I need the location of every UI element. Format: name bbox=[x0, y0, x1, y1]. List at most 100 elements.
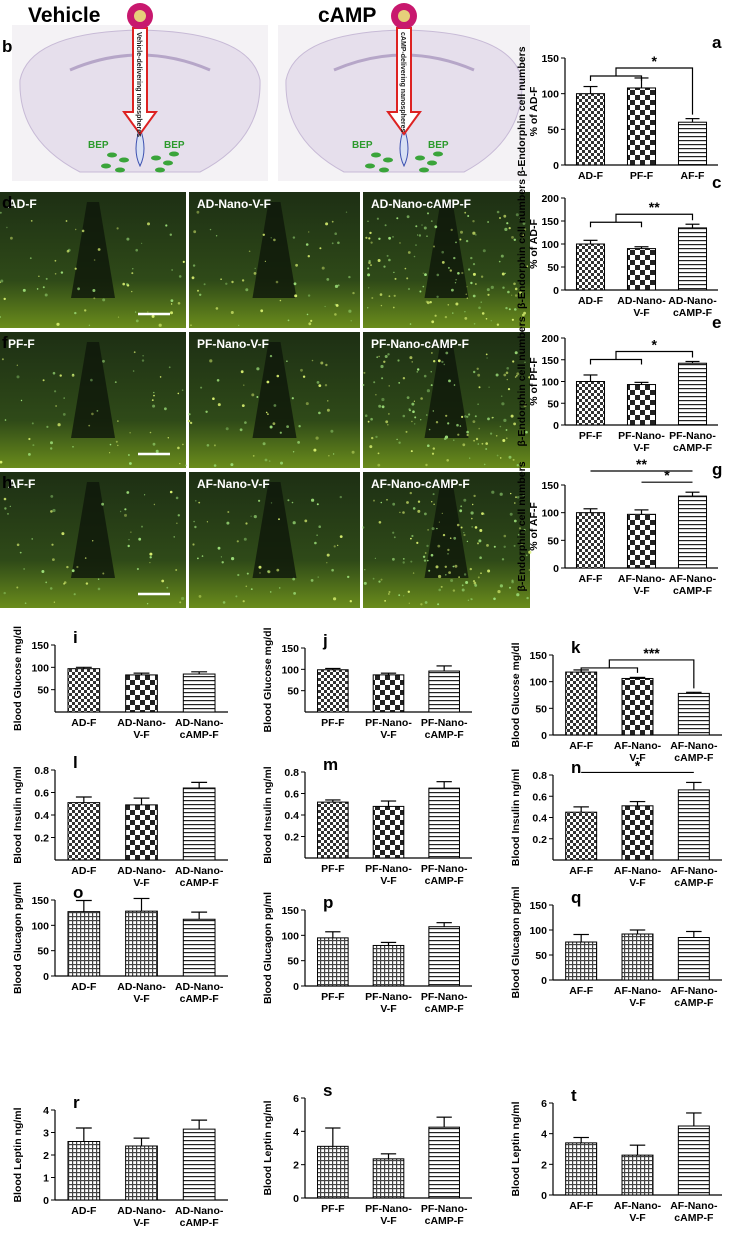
y-tick-label: 0 bbox=[293, 981, 299, 993]
image-label: AD-Nano-cAMP-F bbox=[371, 197, 471, 211]
y-tick-label: 100 bbox=[529, 925, 547, 937]
x-tick-label: AD-Nano-cAMP-F bbox=[668, 295, 717, 319]
ventricle bbox=[135, 126, 409, 168]
bar bbox=[575, 381, 606, 426]
panel-letter: f bbox=[2, 333, 8, 352]
x-tick-label: PF-F bbox=[321, 991, 345, 1003]
bar bbox=[677, 495, 708, 569]
bar bbox=[626, 384, 657, 426]
bar bbox=[621, 677, 654, 736]
bar bbox=[317, 801, 349, 859]
bar bbox=[677, 121, 708, 166]
bar bbox=[575, 243, 606, 291]
x-tick-label: AF-Nano-cAMP-F bbox=[670, 865, 718, 889]
y-axis-label: Blood Leptin ng/ml bbox=[12, 1107, 24, 1202]
x-tick-label: AD-F bbox=[71, 865, 97, 877]
y-tick-label: 0.6 bbox=[532, 791, 547, 803]
x-tick-label: PF-Nano-cAMP-F bbox=[421, 991, 468, 1015]
bar bbox=[677, 362, 708, 426]
micrograph-specks bbox=[0, 211, 185, 327]
y-tick-label: 150 bbox=[31, 895, 49, 907]
panel-letter: n bbox=[571, 758, 581, 777]
x-tick-label: AF-Nano-V-F bbox=[614, 985, 662, 1009]
x-tick-label: AF-F bbox=[569, 985, 593, 997]
significance-label: * bbox=[652, 53, 658, 69]
y-tick-label: 50 bbox=[287, 956, 299, 968]
y-tick-label: 0 bbox=[541, 730, 547, 742]
bar bbox=[621, 805, 654, 861]
bar bbox=[182, 787, 216, 861]
x-tick-label: AD-F bbox=[578, 170, 604, 182]
y-tick-label: 0 bbox=[541, 975, 547, 987]
bar bbox=[626, 248, 657, 291]
y-tick-label: 0.8 bbox=[532, 770, 547, 782]
x-tick-label: AD-Nano-cAMP-F bbox=[175, 865, 224, 889]
bar bbox=[372, 805, 405, 859]
x-tick-label: PF-Nano-V-F bbox=[365, 717, 412, 741]
panel-letter: c bbox=[712, 173, 721, 192]
x-tick-label: AF-F bbox=[569, 1200, 593, 1212]
y-tick-label: 100 bbox=[541, 377, 559, 389]
panel-letter: h bbox=[2, 473, 12, 492]
y-tick-label: 3 bbox=[43, 1128, 49, 1140]
panel-letter: r bbox=[73, 1093, 80, 1112]
bar bbox=[428, 1126, 460, 1199]
ventricle bbox=[71, 482, 115, 578]
y-tick-label: 0 bbox=[553, 160, 559, 172]
y-axis-label: Blood Glucagon pg/ml bbox=[262, 892, 274, 1004]
bar bbox=[428, 926, 460, 987]
x-tick-label: AD-Nano-cAMP-F bbox=[175, 1205, 224, 1229]
x-tick-label: AF-Nano-V-F bbox=[618, 573, 666, 597]
y-tick-label: 0.4 bbox=[284, 810, 299, 822]
image-label: PF-F bbox=[8, 337, 35, 351]
bar bbox=[677, 937, 710, 981]
significance-label: ** bbox=[636, 456, 647, 472]
x-tick-label: AF-F bbox=[681, 170, 705, 182]
bar bbox=[67, 668, 101, 713]
bar bbox=[565, 1142, 598, 1196]
x-tick-label: AF-Nano-cAMP-F bbox=[670, 1200, 718, 1224]
bar bbox=[317, 1145, 349, 1199]
ventricle bbox=[424, 482, 469, 578]
bar bbox=[677, 692, 710, 736]
condition-title: cAMP bbox=[318, 4, 376, 27]
image-label: PF-Nano-V-F bbox=[197, 337, 269, 351]
y-axis-label: % of AF-F bbox=[528, 502, 540, 551]
x-tick-label: AD-F bbox=[71, 981, 97, 993]
y-axis-label: Blood Glucose mg/dl bbox=[262, 627, 274, 732]
micrograph-specks bbox=[0, 351, 187, 467]
y-tick-label: 0 bbox=[43, 971, 49, 983]
significance-label: *** bbox=[643, 645, 660, 661]
y-tick-label: 150 bbox=[31, 640, 49, 652]
x-tick-label: PF-Nano-V-F bbox=[365, 1203, 412, 1227]
y-tick-label: 0 bbox=[541, 1190, 547, 1202]
panel-letter: t bbox=[571, 1086, 577, 1105]
y-tick-label: 50 bbox=[37, 946, 49, 958]
x-tick-label: AD-Nano-cAMP-F bbox=[175, 717, 224, 741]
y-axis-label: Blood Leptin ng/ml bbox=[510, 1101, 522, 1196]
significance-bracket bbox=[589, 213, 694, 228]
bar bbox=[565, 941, 598, 981]
panel-b: b BEP BEP BEP BEP Vehicle-delivering nan… bbox=[2, 3, 530, 181]
delivery-arrow bbox=[386, 27, 422, 136]
micrograph-specks bbox=[187, 354, 355, 467]
x-tick-label: AF-Nano-V-F bbox=[614, 1200, 662, 1224]
panel-letter: j bbox=[322, 631, 328, 650]
micrograph-specks bbox=[362, 490, 532, 606]
arrow-label: cAMP-delivering nanospheres bbox=[399, 32, 406, 132]
x-tick-label: PF-F bbox=[579, 430, 603, 442]
x-tick-label: AD-Nano-V-F bbox=[617, 295, 666, 319]
y-axis-label: Blood Insulin ng/ml bbox=[510, 769, 522, 866]
x-tick-label: PF-Nano-V-F bbox=[365, 991, 412, 1015]
significance-label: * bbox=[635, 757, 641, 773]
y-tick-label: 0.6 bbox=[284, 789, 299, 801]
panel-letter: l bbox=[73, 753, 78, 772]
y-tick-label: 0.2 bbox=[532, 834, 547, 846]
y-tick-label: 50 bbox=[547, 124, 559, 136]
x-tick-label: AD-F bbox=[71, 717, 97, 729]
y-tick-label: 50 bbox=[535, 703, 547, 715]
x-tick-label: AD-F bbox=[71, 1205, 97, 1217]
x-tick-label: PF-Nano-cAMP-F bbox=[421, 1203, 468, 1227]
bar bbox=[125, 1145, 158, 1201]
panel-letter: d bbox=[2, 193, 12, 212]
